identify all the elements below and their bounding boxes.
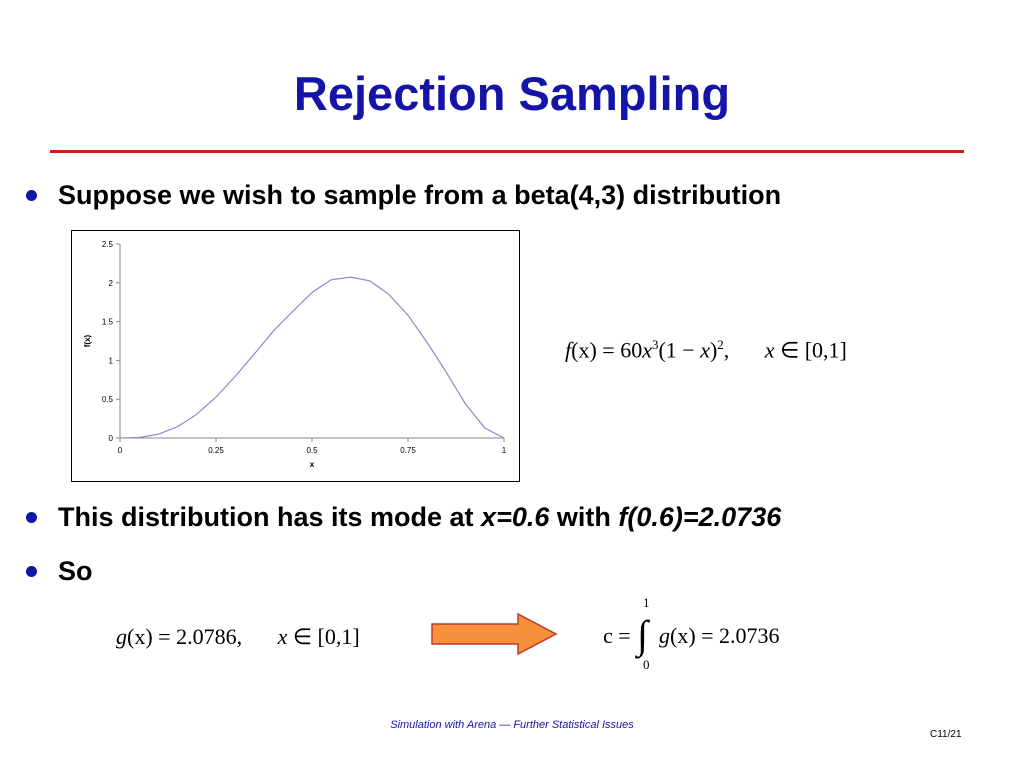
x-tick-label: 0.5	[306, 446, 318, 455]
bullet-text: This distribution has its mode at x=0.6 …	[58, 502, 781, 532]
y-tick-label: 0	[109, 434, 114, 443]
chart-svg: 0 0.5 1 1.5 2 2.5 0 0.25 0.5 0.75 1 f(x) x	[83, 240, 507, 469]
page-number: C11/21	[930, 729, 962, 740]
c-lhs: c =	[603, 623, 631, 648]
bullet-text: So	[58, 556, 93, 586]
bullet-text-pre: This distribution has its mode at	[58, 502, 482, 532]
y-axis-label: f(x)	[83, 334, 92, 347]
integral-lower-limit: 0	[643, 657, 650, 672]
g-formula: g(x) = 2.0786, x ∈ [0,1]	[116, 624, 360, 650]
beta-density-formula: f(x) = 60x3(1 − x)2, x ∈ [0,1]	[565, 337, 847, 363]
g-eq: = 2.0786,	[152, 624, 243, 649]
chart-axes	[119, 244, 504, 439]
title-divider	[50, 150, 964, 153]
g-arg: (x)	[127, 624, 153, 649]
f-eq: = 60	[596, 337, 643, 363]
f-close: )	[709, 337, 718, 363]
bullet-text-mid: with	[549, 502, 619, 532]
bullet-icon	[26, 190, 37, 201]
x-axis-label: x	[310, 460, 315, 469]
x-tick-label: 0.75	[400, 446, 416, 455]
bullet-icon	[26, 512, 37, 523]
x-tick-label: 1	[502, 446, 507, 455]
bullet-icon	[26, 566, 37, 577]
y-tick-label: 1	[109, 356, 114, 365]
y-tick-label: 0.5	[102, 395, 114, 404]
x-tick-label: 0.25	[208, 446, 224, 455]
c-integral-formula: c = 1 ∫ 0 g(x) = 2.0736	[601, 595, 831, 677]
bullet-item-3: So	[22, 556, 93, 587]
f-exp3: 3	[651, 337, 659, 352]
bullet-item-1: Suppose we wish to sample from a beta(4,…	[22, 180, 781, 211]
y-tick-label: 2	[109, 279, 114, 288]
c-g-symbol: g	[659, 623, 670, 648]
mode-density-value: f(0.6)=2.0736	[618, 502, 782, 532]
x-tick-group: 0 0.25 0.5 0.75 1	[118, 438, 507, 455]
y-tick-label: 2.5	[102, 240, 114, 249]
f-domain-x: x	[764, 337, 775, 363]
integral-sign-icon: ∫	[637, 612, 648, 657]
f-comma: ,	[723, 337, 730, 363]
c-body: g(x) = 2.0736	[659, 623, 780, 649]
slide-footer: Simulation with Arena — Further Statisti…	[390, 719, 634, 731]
f-symbol: f	[565, 337, 572, 363]
right-arrow-icon	[431, 612, 558, 656]
f-x: x	[642, 337, 652, 363]
g-domain-x: x	[277, 624, 288, 649]
f-domain: ∈ [0,1]	[774, 337, 847, 363]
f-x2: x	[700, 337, 710, 363]
bullet-item-2: This distribution has its mode at x=0.6 …	[22, 502, 781, 533]
y-tick-label: 1.5	[102, 318, 114, 327]
f-exp2: 2	[717, 337, 724, 352]
g-symbol: g	[116, 624, 127, 649]
x-tick-label: 0	[118, 446, 123, 455]
bullet-text: Suppose we wish to sample from a beta(4,…	[58, 180, 782, 210]
beta-chart: 0 0.5 1 1.5 2 2.5 0 0.25 0.5 0.75 1 f(x) x	[71, 230, 520, 482]
mode-value: x=0.6	[481, 502, 550, 532]
g-domain: ∈ [0,1]	[287, 624, 360, 649]
integral-upper-limit: 1	[643, 595, 650, 610]
f-paren: (1 −	[658, 337, 701, 363]
density-curve	[119, 276, 505, 439]
y-tick-group: 0 0.5 1 1.5 2 2.5	[102, 240, 120, 443]
c-body-rest: (x) = 2.0736	[670, 623, 780, 648]
f-arg: (x)	[571, 337, 597, 363]
slide-title: Rejection Sampling	[293, 67, 731, 120]
